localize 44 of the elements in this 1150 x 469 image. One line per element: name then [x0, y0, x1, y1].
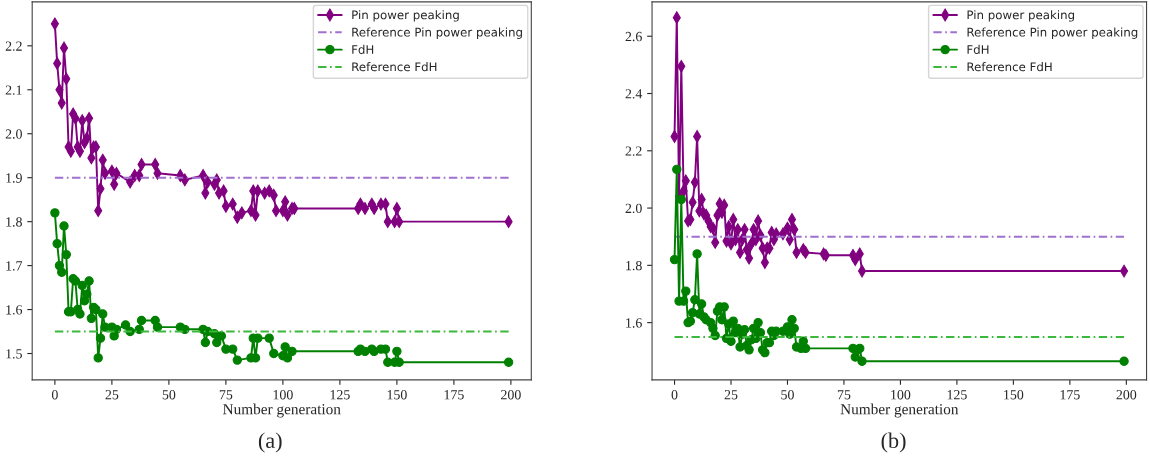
x-tick-label: 150 — [1004, 390, 1024, 400]
y-tick-label: 2.2 — [625, 146, 642, 156]
text: (b) — [881, 432, 906, 453]
x-tick-label: 200 — [501, 390, 521, 400]
x-tick-label: 0 — [51, 390, 58, 400]
legend-label: Pin power peaking — [967, 10, 1075, 22]
x-tick-label: 0 — [671, 390, 678, 400]
x-tick-label: 50 — [162, 390, 176, 400]
x-tick-label: 75 — [219, 390, 233, 400]
y-tick-label: 1.7 — [6, 261, 23, 271]
x-tick-label: 200 — [1116, 390, 1137, 400]
x-tick-label: 100 — [273, 390, 293, 400]
x-tick-label: 25 — [724, 390, 738, 400]
y-tick-label: 1.6 — [6, 305, 23, 315]
x-tick-label: 100 — [891, 390, 911, 400]
legend-label: Pin power peaking — [352, 10, 459, 22]
x-tick-label: 125 — [947, 390, 967, 400]
x-tick-label: 125 — [330, 390, 350, 400]
legend-label: Reference FdH — [967, 62, 1052, 72]
x-tick-label: 175 — [1060, 390, 1080, 400]
x-tick-label: 25 — [105, 390, 119, 400]
y-tick-label: 2.1 — [5, 85, 22, 95]
y-tick-label: 2.0 — [5, 129, 22, 139]
x-tick-label: 150 — [387, 390, 407, 400]
y-tick-label: 2.6 — [625, 31, 642, 42]
text: (a) — [258, 432, 282, 453]
x-tick-label: 175 — [444, 390, 464, 400]
x-tick-label: 75 — [837, 390, 851, 400]
y-tick-label: 1.8 — [6, 217, 22, 227]
legend-label: FdH — [967, 44, 989, 54]
y-tick-label: 1.9 — [6, 173, 22, 183]
legend-label: Reference Pin power peaking — [352, 27, 522, 39]
y-tick-label: 1.8 — [626, 260, 642, 271]
y-tick-label: 2.2 — [5, 41, 22, 51]
y-tick-label: 2.4 — [625, 89, 643, 99]
legend-label: FdH — [352, 44, 374, 54]
legend-label: Reference Pin power peaking — [967, 27, 1138, 39]
x-tick-label: 50 — [781, 390, 794, 400]
x-axis-title: Number generation — [223, 403, 341, 418]
y-tick-label: 1.6 — [626, 318, 642, 328]
legend-label: Reference FdH — [352, 62, 437, 72]
x-axis-title: Number generation — [840, 403, 959, 418]
y-tick-label: 1.5 — [6, 349, 22, 359]
y-tick-label: 2.0 — [625, 203, 642, 214]
